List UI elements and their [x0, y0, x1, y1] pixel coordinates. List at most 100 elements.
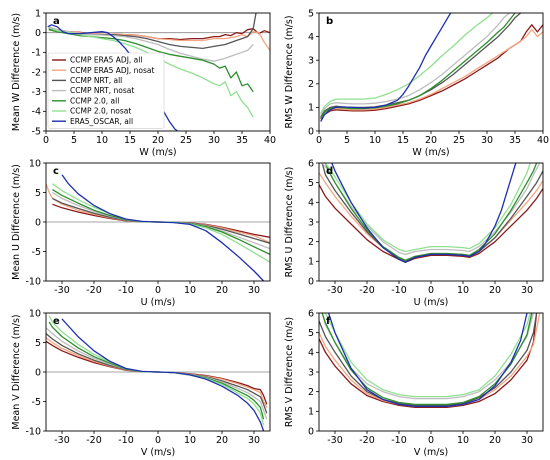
x-axis-label: W (m/s)	[412, 147, 449, 158]
legend-label: CCMP NRT, nosat	[70, 86, 134, 95]
x-tick-label: 10	[96, 135, 108, 146]
panel-f: -30 -20 -10 0 10 20 30 0 1 2 3 4 5 6 V (m/s) RMS V Diff…	[284, 308, 544, 458]
y-tick-label: 2	[308, 387, 314, 398]
x-tick-label: 30	[248, 435, 260, 446]
x-tick-label: 0	[428, 285, 434, 296]
x-tick-label: 10	[369, 135, 381, 146]
series-line	[319, 184, 543, 263]
y-tick-label: 5	[308, 328, 314, 339]
series-line	[321, 313, 533, 406]
x-tick-label: 0	[43, 135, 49, 146]
series-line	[320, 13, 510, 115]
panel-b: 0 5 10 15 20 25 30 35 40 0 1 2 3 4 5 W (m/s) RMS W Diffe…	[284, 8, 549, 158]
y-tick-label: 3	[308, 367, 314, 378]
series-line	[321, 163, 541, 256]
y-tick-label: 1	[35, 8, 41, 19]
y-tick-label: 0	[35, 28, 41, 39]
series-line	[46, 327, 268, 420]
x-tick-label: 30	[481, 135, 493, 146]
legend-label: ERA5_OSCAR, all	[70, 117, 133, 126]
series-group	[320, 13, 543, 122]
series-line	[319, 313, 538, 407]
y-tick-label: -4	[32, 107, 41, 118]
y-tick-label: 0	[35, 367, 41, 378]
series-line	[324, 163, 531, 253]
y-tick-label: 3	[308, 56, 314, 67]
x-tick-label: -10	[391, 435, 407, 446]
x-tick-label: 5	[344, 135, 350, 146]
y-tick-label: 10	[29, 308, 41, 319]
x-tick-label: 40	[264, 135, 276, 146]
x-tick-label: 35	[509, 135, 521, 146]
y-tick-label: -1	[32, 48, 41, 59]
panel-letter: e	[53, 316, 60, 327]
x-tick-label: 20	[216, 435, 228, 446]
x-tick-label: -10	[118, 435, 134, 446]
legend-label: CCMP 2.0, nosat	[70, 107, 131, 116]
y-axis-label: RMS W Difference (m/s)	[284, 15, 295, 128]
y-tick-label: 2	[308, 237, 314, 248]
x-tick-label: -30	[54, 435, 70, 446]
series-line	[48, 315, 265, 426]
series-line	[320, 28, 543, 119]
y-tick-label: 1	[308, 103, 314, 114]
panel-c: -30 -20 -10 0 10 20 30 -10 -5 0 5 10 U (m/s) Mean U D…	[11, 158, 271, 308]
panel-a: 0 5 10 15 20 25 30 35 40 -5 -4 -3 -2 -1 0 1 W (m/s) Mean …	[11, 8, 276, 158]
x-tick-label: 35	[236, 135, 248, 146]
y-tick-label: 0	[308, 126, 314, 137]
x-tick-label: 10	[457, 435, 469, 446]
series-group	[46, 315, 268, 431]
x-tick-label: 20	[425, 135, 437, 146]
x-tick-label: -20	[359, 285, 375, 296]
y-tick-label: -2	[32, 67, 41, 78]
x-tick-label: 10	[457, 285, 469, 296]
y-tick-label: -10	[25, 276, 41, 287]
plot-frame	[318, 12, 544, 132]
x-tick-label: 5	[71, 135, 77, 146]
y-axis-label: RMS V Difference (m/s)	[284, 317, 295, 427]
x-tick-label: 15	[124, 135, 136, 146]
series-line	[61, 174, 265, 281]
x-tick-label: 30	[248, 285, 260, 296]
x-tick-label: 10	[184, 285, 196, 296]
panel-letter: a	[53, 16, 60, 27]
x-axis-label: W (m/s)	[139, 147, 176, 158]
x-tick-label: 10	[184, 435, 196, 446]
y-tick-label: 6	[308, 158, 314, 169]
x-tick-label: -30	[327, 435, 343, 446]
series-group	[47, 13, 270, 131]
x-tick-label: 40	[537, 135, 549, 146]
x-tick-label: 20	[152, 135, 164, 146]
panel-letter: f	[326, 316, 331, 327]
x-axis-label: U (m/s)	[414, 297, 449, 308]
series-line	[320, 13, 494, 114]
series-line	[324, 163, 538, 262]
series-line	[52, 183, 270, 263]
x-tick-label: 0	[155, 285, 161, 296]
panel-e: -30 -20 -10 0 10 20 30 -10 -5 0 5 10 V (m/s) Mean V D…	[11, 308, 271, 458]
y-tick-label: 0	[308, 276, 314, 287]
y-tick-label: 5	[35, 188, 41, 199]
y-tick-label: 1	[308, 257, 314, 268]
x-tick-label: 20	[216, 285, 228, 296]
series-line	[331, 163, 517, 263]
series-line	[319, 313, 538, 409]
y-tick-label: 4	[308, 198, 314, 209]
x-tick-label: 30	[521, 435, 533, 446]
x-tick-label: 30	[208, 135, 220, 146]
y-tick-label: 1	[308, 407, 314, 418]
y-tick-label: 2	[308, 79, 314, 90]
legend-box	[47, 52, 165, 129]
series-line	[48, 27, 254, 118]
series-line	[324, 313, 531, 398]
legend-label: CCMP NRT, all	[70, 76, 122, 85]
panel-letter: c	[53, 166, 59, 177]
x-tick-label: 15	[397, 135, 409, 146]
series-line	[52, 191, 270, 250]
series-line	[48, 27, 270, 51]
y-tick-label: 5	[308, 8, 314, 19]
legend-label: CCMP 2.0, all	[70, 96, 119, 105]
x-tick-label: -20	[86, 285, 102, 296]
